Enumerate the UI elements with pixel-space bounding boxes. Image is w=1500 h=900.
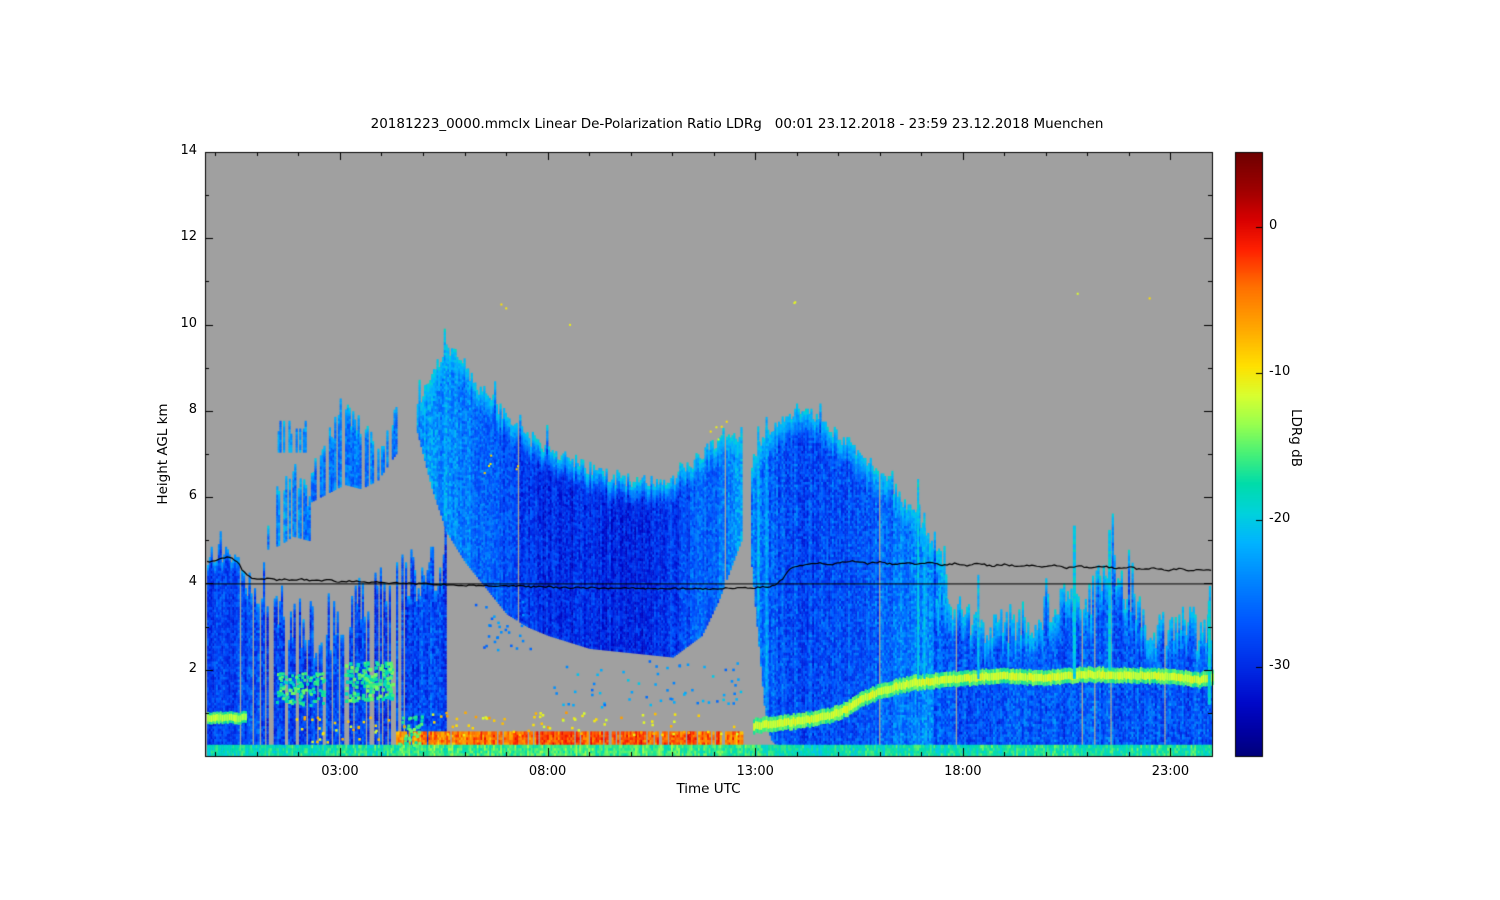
y-tick-label: 12: [180, 229, 197, 245]
y-tick-label: 6: [188, 488, 197, 504]
x-tick-label: 23:00: [1151, 764, 1190, 779]
y-tick-label: 8: [188, 401, 197, 417]
colorbar-label: LDRg dB: [1288, 409, 1304, 467]
colorbar-tick-label: 0: [1269, 217, 1278, 233]
colorbar-tick-label: -20: [1269, 510, 1291, 526]
colorbar-tick-label: -30: [1269, 657, 1291, 673]
x-tick-label: 03:00: [321, 764, 359, 779]
y-tick-label: 14: [180, 143, 197, 158]
x-tick-label: 13:00: [736, 764, 774, 779]
y-tick-label: 4: [188, 574, 197, 590]
colorbar-tick-label: -10: [1269, 364, 1291, 380]
y-tick-label: 10: [180, 315, 197, 331]
x-tick-label: 08:00: [528, 764, 567, 779]
y-tick-label: 2: [188, 660, 197, 676]
figure-title: 20181223_0000.mmclx Linear De-Polarizati…: [370, 116, 1104, 132]
x-tick-label: 18:00: [944, 764, 982, 779]
x-axis-label: Time UTC: [676, 781, 741, 797]
